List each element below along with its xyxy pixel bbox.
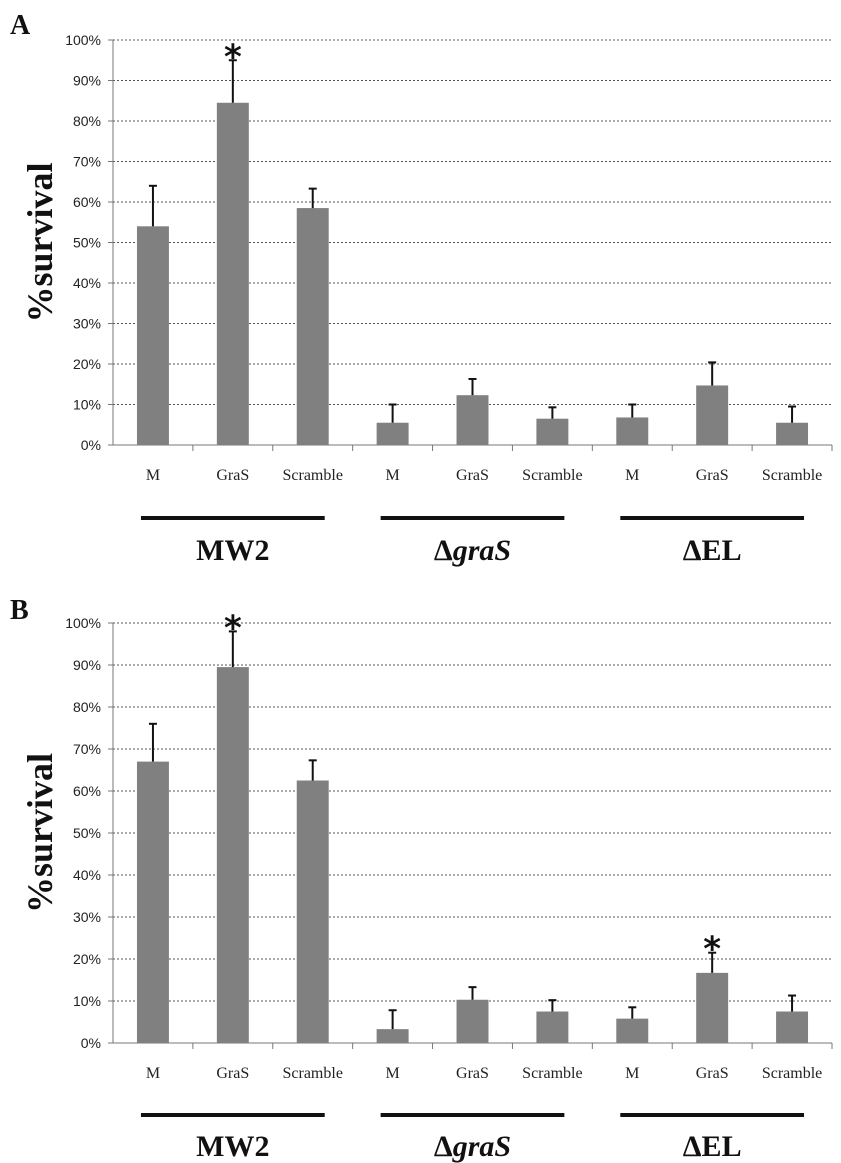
group-label-main: graS [452, 1130, 511, 1163]
x-tick-label: M [385, 1065, 399, 1082]
bar [696, 972, 729, 1043]
bar [216, 102, 249, 446]
group-label: ΔgraS [434, 534, 511, 567]
significance-star: * [224, 37, 242, 77]
bar [456, 999, 489, 1043]
x-tick-label: Scramble [762, 467, 822, 484]
chart-panel-b: B 0% 10% 20% 30% 40% 50% 60% 70% 80% 90% 100% %survi… [10, 595, 833, 1163]
x-tick-label: Scramble [283, 467, 343, 484]
bar [296, 208, 329, 445]
y-tick-label: 40% [73, 275, 101, 291]
x-tick-label: M [625, 1065, 639, 1082]
y-tick-label: 20% [73, 356, 101, 372]
y-axis-label: %survival [20, 162, 60, 322]
panel-label: B [10, 595, 29, 626]
x-tick-label: Scramble [283, 1065, 343, 1082]
group-label-main: graS [452, 534, 511, 567]
x-tick-label: Scramble [522, 1065, 582, 1082]
y-tick-label: 90% [73, 73, 101, 89]
y-tick-label: 100% [65, 615, 101, 631]
y-tick-label: 20% [73, 951, 101, 967]
x-tick-label: M [625, 467, 639, 484]
bar [776, 1011, 809, 1043]
bar [536, 418, 569, 445]
y-tick-label: 60% [73, 194, 101, 210]
y-tick-label: 30% [73, 316, 101, 332]
group-label: ΔEL [683, 534, 742, 567]
y-tick-label: 80% [73, 113, 101, 129]
y-tick-label: 0% [81, 1035, 101, 1051]
group-label-main: MW2 [196, 1130, 269, 1163]
bar [136, 226, 169, 445]
x-tick-label: GraS [696, 1065, 729, 1082]
x-tick-label: GraS [696, 467, 729, 484]
y-tick-label: 80% [73, 699, 101, 715]
bar [296, 780, 329, 1043]
bar [376, 422, 409, 445]
y-tick-label: 0% [81, 437, 101, 453]
x-tick-label: GraS [216, 467, 249, 484]
x-tick-label: GraS [456, 1065, 489, 1082]
y-tick-label: 100% [65, 32, 101, 48]
x-tick-label: GraS [216, 1065, 249, 1082]
chart-panel-a: A 0% 10% 20% 30% 40% 50% 60% 70% 80% 90% 100% %survi… [10, 10, 833, 567]
x-tick-label: Scramble [762, 1065, 822, 1082]
significance-star: * [703, 930, 721, 970]
group-label-main: MW2 [196, 534, 269, 567]
bar [776, 422, 809, 445]
y-tick-label: 50% [73, 235, 101, 251]
x-tick-label: M [146, 1065, 160, 1082]
x-tick-label: Scramble [522, 467, 582, 484]
bar [216, 667, 249, 1043]
y-tick-label: 40% [73, 867, 101, 883]
y-tick-label: 10% [73, 993, 101, 1009]
y-tick-label: 50% [73, 825, 101, 841]
group-label-prefix: Δ [434, 534, 453, 567]
y-tick-label: 90% [73, 657, 101, 673]
significance-star: * [224, 608, 242, 648]
group-label-main: ΔEL [683, 534, 742, 567]
group-label: ΔEL [683, 1130, 742, 1163]
y-tick-label: 70% [73, 154, 101, 170]
x-tick-label: M [385, 467, 399, 484]
bar [536, 1011, 569, 1043]
x-tick-label: M [146, 467, 160, 484]
y-tick-label: 10% [73, 397, 101, 413]
bar [616, 1018, 649, 1043]
group-label: ΔgraS [434, 1130, 511, 1163]
y-tick-label: 60% [73, 783, 101, 799]
bar [456, 395, 489, 445]
x-tick-label: GraS [456, 467, 489, 484]
y-tick-label: 70% [73, 741, 101, 757]
bar [696, 385, 729, 445]
y-tick-label: 30% [73, 909, 101, 925]
group-label: MW2 [196, 534, 269, 567]
bar [616, 417, 649, 445]
bar [136, 761, 169, 1043]
group-label-prefix: Δ [434, 1130, 453, 1163]
bar [376, 1029, 409, 1043]
panel-label: A [10, 10, 31, 41]
group-label: MW2 [196, 1130, 269, 1163]
y-axis-label: %survival [20, 753, 60, 913]
group-label-main: ΔEL [683, 1130, 742, 1163]
